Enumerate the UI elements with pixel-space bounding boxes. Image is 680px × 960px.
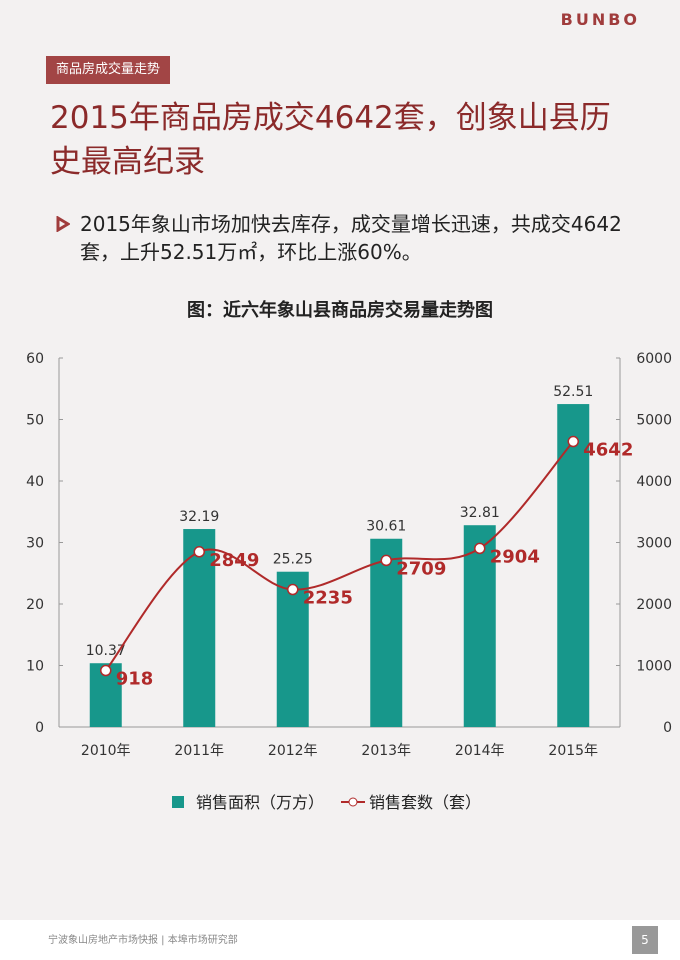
bar-value-label: 30.61: [366, 519, 406, 535]
bar: [370, 538, 403, 727]
bar: [463, 525, 496, 727]
line-marker: [100, 664, 112, 677]
bar-value-label: 32.19: [179, 509, 219, 525]
x-tick-label: 2015年: [548, 743, 598, 759]
footer-bar: [0, 920, 680, 960]
legend-label: 销售套数（套）: [369, 793, 481, 812]
x-tick-label: 2010年: [81, 743, 131, 759]
y-tick-label: 30: [26, 536, 44, 552]
x-tick-label: 2011年: [174, 743, 224, 759]
line-marker: [474, 542, 486, 555]
bar-value-label: 32.81: [460, 505, 500, 521]
line-marker: [193, 546, 205, 558]
line-value-label: 2235: [303, 588, 353, 609]
bar: [276, 571, 309, 727]
y2-tick-label: 1000: [636, 659, 672, 675]
bullet-text: 2015年象山市场加快去库存，成交量增长迅速，共成交4642套，上升52.51万…: [80, 212, 622, 264]
x-tick-label: 2012年: [268, 743, 318, 759]
footer-text: 宁波象山房地产市场快报 | 本埠市场研究部: [48, 935, 238, 946]
y-tick-label: 10: [26, 659, 44, 675]
legend-swatch: [172, 796, 184, 808]
y-tick-label: 0: [35, 720, 44, 736]
x-tick-label: 2014年: [455, 743, 505, 759]
y-tick-label: 40: [26, 474, 44, 490]
bar-value-label: 25.25: [273, 552, 313, 568]
line-value-label: 2849: [209, 550, 259, 571]
y2-tick-label: 4000: [636, 474, 672, 490]
y2-tick-label: 0: [663, 720, 672, 736]
x-tick-label: 2013年: [361, 743, 411, 759]
chart-title: 图：近六年象山县商品房交易量走势图: [187, 299, 493, 321]
legend-label: 销售面积（万方）: [196, 793, 324, 812]
y-tick-label: 20: [26, 597, 44, 613]
line-marker: [287, 583, 299, 596]
legend-swatch: [348, 797, 358, 807]
y-tick-label: 50: [26, 413, 44, 429]
y-tick-label: 60: [26, 351, 44, 367]
line-value-label: 918: [116, 669, 154, 690]
line-marker: [567, 435, 579, 448]
bar: [557, 404, 590, 727]
line-value-label: 2709: [396, 558, 446, 579]
heading: 2015年商品房成交4642套，创象山县历史最高纪录: [50, 100, 611, 180]
page-number: 5: [632, 926, 658, 954]
tag: 商品房成交量走势: [46, 56, 171, 84]
line: [104, 440, 575, 672]
line-value-label: 2904: [490, 546, 540, 567]
bar-value-label: 52.51: [553, 384, 593, 400]
y2-tick-label: 6000: [636, 351, 672, 367]
y2-tick-label: 5000: [636, 413, 672, 429]
bar: [183, 529, 216, 727]
y2-tick-label: 3000: [636, 536, 672, 552]
brand: BUNBO: [560, 10, 640, 29]
bullet-icon: [56, 216, 70, 232]
line-marker: [380, 554, 392, 567]
line-value-label: 4642: [583, 440, 633, 461]
y2-tick-label: 2000: [636, 597, 672, 613]
